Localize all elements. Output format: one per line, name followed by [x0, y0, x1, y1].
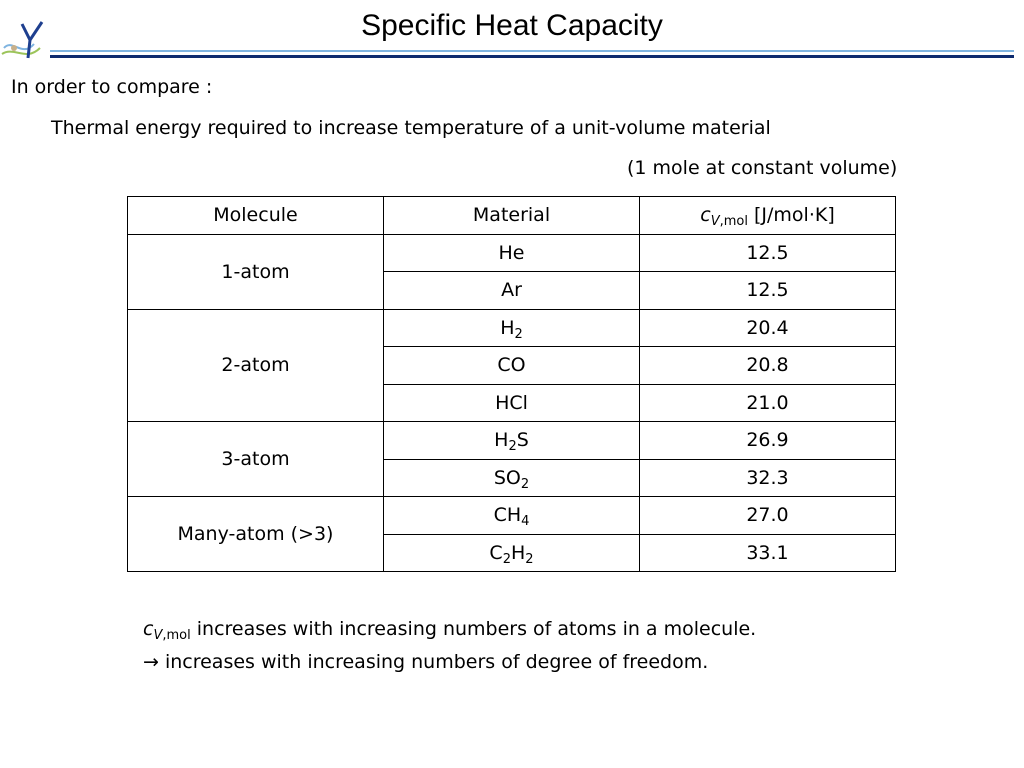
cv-value-cell: 12.5: [639, 233, 896, 272]
cv-value-cell: 12.5: [639, 271, 896, 310]
material-cell: Ar: [383, 271, 640, 310]
material-subscript: 2: [525, 551, 534, 567]
material-cell: H2S: [383, 421, 640, 460]
material-text: C: [489, 541, 503, 564]
material-text: He: [498, 241, 525, 264]
material-text: SO: [493, 466, 521, 489]
table-header-row: Molecule Material cV,mol [J/mol·K]: [127, 196, 896, 235]
material-cell: HCl: [383, 383, 640, 422]
header-cv-symbol: c: [700, 204, 711, 227]
table-row: Many-atom (>3) CH4 27.0: [127, 496, 896, 572]
table-row: 1-atom He 12.5: [127, 233, 896, 310]
material-subscript: 2: [508, 439, 517, 455]
header-material: Material: [383, 196, 640, 235]
header-rule-light: [50, 50, 1014, 52]
material-cell: C2H2: [383, 533, 640, 572]
material-subscript: 2: [514, 326, 523, 342]
cv-value-cell: 26.9: [639, 421, 896, 460]
note-line-1: cV,mol increases with increasing numbers…: [143, 616, 756, 642]
note1-text: increases with increasing numbers of ato…: [190, 618, 757, 640]
molecule-cell: 3-atom: [127, 421, 384, 497]
intro-line-2: Thermal energy required to increase temp…: [51, 117, 771, 139]
header-cv-subscript: V,mol: [711, 214, 748, 229]
material-text: H: [494, 429, 509, 452]
page-title: Specific Heat Capacity: [361, 9, 663, 42]
note1-subscript: V,mol: [153, 628, 190, 643]
material-cell: CH4: [383, 496, 640, 535]
material-text: H: [500, 316, 515, 339]
material-subscript: 4: [521, 514, 530, 530]
table-row: SO2 32.3: [128, 458, 896, 497]
material-cell: CO: [383, 346, 640, 385]
material-subscript: 2: [520, 476, 530, 492]
table-row: 2-atom H2 20.4: [127, 308, 896, 422]
material-cell: H2: [383, 308, 640, 347]
material-subscript: 2: [502, 551, 511, 567]
molecule-cell: 2-atom: [127, 308, 384, 422]
material-cell: SO2: [383, 458, 640, 497]
note1-symbol: c: [143, 618, 154, 640]
molecule-cell: 1-atom: [127, 233, 384, 310]
cv-value-cell: 20.8: [639, 346, 896, 385]
note1-subscript-mol: ,mol: [162, 628, 191, 643]
specific-heat-table: Molecule Material cV,mol [J/mol·K] 1-ato…: [127, 196, 896, 572]
material-text: HCl: [495, 391, 528, 414]
note1-subscript-v: V: [153, 628, 163, 643]
material-text: Ar: [501, 279, 522, 302]
header-molecule: Molecule: [127, 196, 384, 235]
cv-value-cell: 21.0: [639, 383, 896, 422]
institution-logo-icon: [1, 21, 44, 59]
intro-line-3: (1 mole at constant volume): [627, 157, 898, 179]
arrow-icon: →: [143, 651, 159, 673]
header-cv: cV,mol [J/mol·K]: [639, 196, 896, 235]
cv-value-cell: 20.4: [639, 308, 896, 347]
material-text: CH: [493, 504, 522, 527]
table-body: 1-atom He 12.5 Ar 12.5 2-atom H2 20.4 CO 20.8 HCl 2…: [127, 233, 896, 572]
cv-value-cell: 27.0: [639, 496, 896, 535]
header-rule-dark: [50, 55, 1014, 58]
material-text: H: [510, 541, 526, 564]
material-text: CO: [497, 354, 526, 377]
cv-value-cell: 33.1: [639, 533, 896, 572]
material-cell: He: [383, 233, 640, 272]
header-cv-unit: [J/mol·K]: [747, 204, 835, 227]
material-text: S: [516, 429, 529, 452]
note-line-2: → increases with increasing numbers of d…: [143, 649, 708, 675]
header-cv-subscript-v: V: [710, 214, 720, 230]
table-row: 3-atom H2S 26.9: [127, 421, 896, 497]
molecule-cell: Many-atom (>3): [127, 496, 384, 572]
note2-text: increases with increasing numbers of deg…: [158, 651, 709, 673]
table-row: C2H2 33.1: [128, 533, 896, 572]
header-cv-subscript-mol: ,mol: [719, 214, 748, 230]
intro-line-1: In order to compare :: [11, 76, 213, 98]
cv-value-cell: 32.3: [639, 458, 896, 497]
